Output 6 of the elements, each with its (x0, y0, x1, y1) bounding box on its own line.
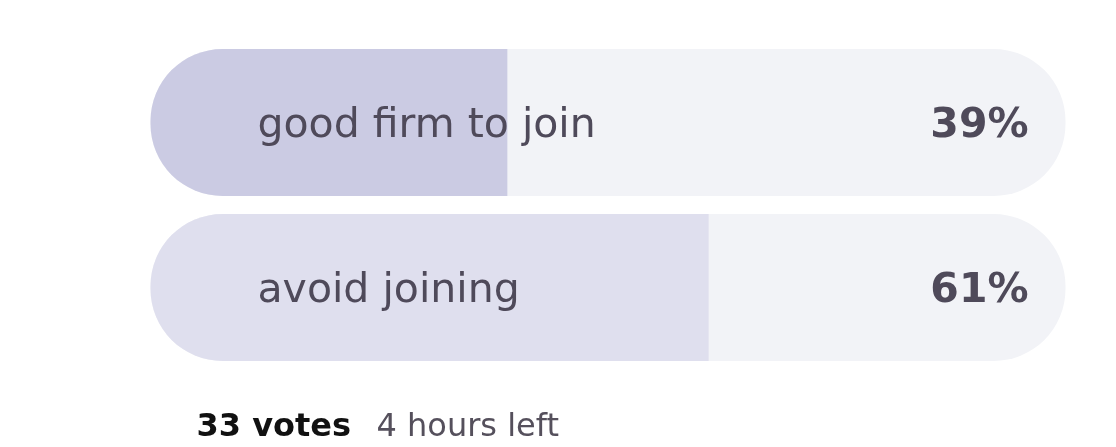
data-label: 39% (930, 98, 1029, 147)
data-label: 61% (930, 263, 1029, 312)
y-tick-label: avoid joining (257, 263, 520, 312)
text: 4 hours left (376, 405, 559, 444)
text: 33 votes (196, 405, 352, 444)
y-tick-label: good firm to join (257, 98, 596, 147)
